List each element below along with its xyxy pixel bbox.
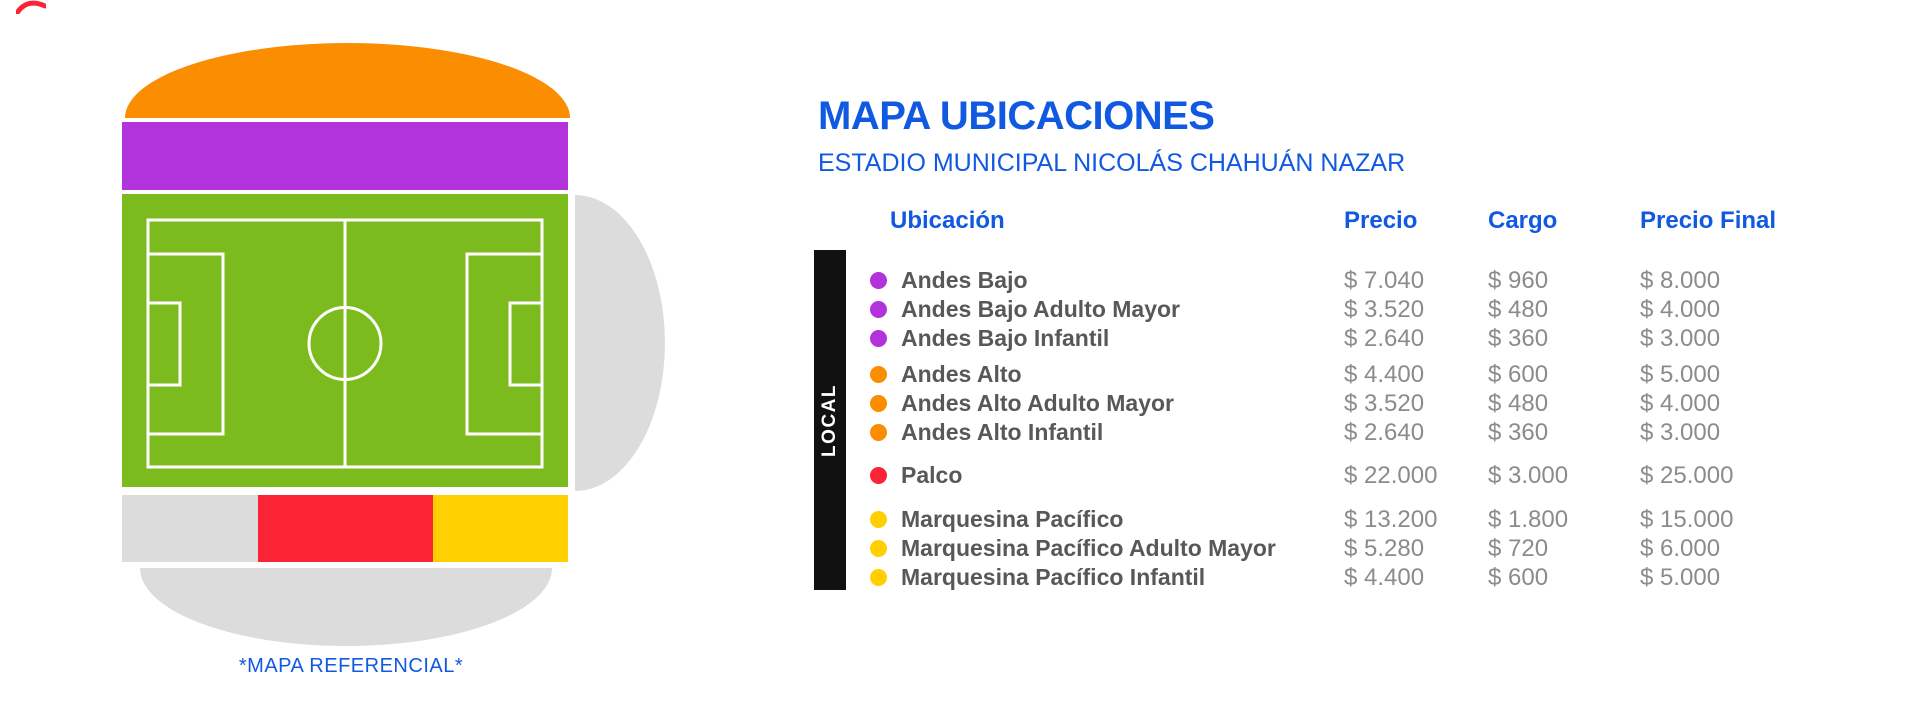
section-color-dot-icon (870, 540, 887, 557)
row-precio: $ 5.280 (1344, 534, 1425, 562)
row-precio-final: $ 15.000 (1640, 505, 1734, 533)
row-precio-final: $ 5.000 (1640, 360, 1721, 388)
row-precio: $ 3.520 (1344, 295, 1425, 323)
palco-section (258, 495, 433, 562)
page-subtitle: ESTADIO MUNICIPAL NICOLÁS CHAHUÁN NAZAR (818, 149, 1406, 177)
row-name-cell: Marquesina Pacífico Adulto Mayor (860, 535, 1344, 562)
row-cargo: $ 960 (1488, 266, 1549, 294)
row-location-label: Andes Alto Infantil (901, 419, 1104, 445)
row-cargo: $ 480 (1488, 389, 1549, 417)
section-color-dot-icon (870, 272, 887, 289)
section-color-dot-icon (870, 511, 887, 528)
price-table: Andes Bajo $ 7.040 $ 960 $ 8.000 Andes Bajo … (860, 266, 1860, 592)
local-side-bar-label: LOCAL (819, 383, 840, 457)
row-cargo: $ 480 (1488, 295, 1549, 323)
row-precio: $ 7.040 (1344, 266, 1425, 294)
column-header-ubicacion: Ubicación (890, 207, 1005, 234)
row-cargo: $ 360 (1488, 418, 1549, 446)
red-corner-mark (16, 0, 46, 14)
row-cargo: $ 360 (1488, 324, 1549, 352)
row-cargo: $ 3.000 (1488, 461, 1569, 489)
section-color-dot-icon (870, 366, 887, 383)
row-name-cell: Andes Bajo Infantil (860, 325, 1344, 352)
row-precio: $ 22.000 (1344, 461, 1438, 489)
row-location-label: Marquesina Pacífico (901, 506, 1124, 532)
table-row: Marquesina Pacífico Adulto Mayor $ 5.280 $… (860, 534, 1860, 563)
row-name-cell: Andes Bajo (860, 267, 1344, 294)
price-group: Palco $ 22.000 $ 3.000 $ 25.000 (860, 461, 1860, 490)
row-location-label: Andes Alto Adulto Mayor (901, 390, 1175, 416)
andes-bajo-section (122, 122, 568, 190)
row-precio-final: $ 25.000 (1640, 461, 1734, 489)
column-header-precio-final: Precio Final (1640, 207, 1777, 234)
row-precio: $ 4.400 (1344, 360, 1425, 388)
row-name-cell: Marquesina Pacífico (860, 506, 1344, 533)
row-location-label: Andes Alto (901, 361, 1022, 387)
price-group: Andes Bajo $ 7.040 $ 960 $ 8.000 Andes Bajo … (860, 266, 1860, 353)
row-cargo: $ 720 (1488, 534, 1549, 562)
price-group: Andes Alto $ 4.400 $ 600 $ 5.000 Andes Alto … (860, 360, 1860, 447)
row-location-label: Marquesina Pacífico Infantil (901, 564, 1206, 590)
map-caption: *MAPA REFERENCIAL* (238, 655, 464, 677)
table-header: Ubicación Precio Cargo Precio Final (860, 206, 1860, 236)
row-precio-final: $ 4.000 (1640, 389, 1721, 417)
side-stand-gray-section (575, 195, 665, 491)
column-header-cargo: Cargo (1488, 207, 1558, 234)
local-side-bar: LOCAL (814, 250, 846, 590)
row-precio: $ 13.200 (1344, 505, 1438, 533)
marquesina-section (433, 495, 568, 562)
row-cargo: $ 600 (1488, 360, 1549, 388)
row-precio-final: $ 8.000 (1640, 266, 1721, 294)
stadium-map: *MAPA REFERENCIAL* (110, 30, 680, 690)
column-header-precio: Precio (1344, 207, 1418, 234)
row-precio-final: $ 3.000 (1640, 324, 1721, 352)
row-location-label: Marquesina Pacífico Adulto Mayor (901, 535, 1276, 561)
table-row: Andes Bajo Infantil $ 2.640 $ 360 $ 3.000 (860, 324, 1860, 353)
table-row: Andes Alto Adulto Mayor $ 3.520 $ 480 $ 4.0… (860, 389, 1860, 418)
section-color-dot-icon (870, 569, 887, 586)
section-color-dot-icon (870, 395, 887, 412)
row-precio-final: $ 3.000 (1640, 418, 1721, 446)
row-name-cell: Andes Alto Infantil (860, 419, 1344, 446)
table-row: Palco $ 22.000 $ 3.000 $ 25.000 (860, 461, 1860, 490)
table-row: Marquesina Pacífico Infantil $ 4.400 $ 600… (860, 563, 1860, 592)
row-precio-final: $ 5.000 (1640, 563, 1721, 591)
row-precio: $ 2.640 (1344, 418, 1425, 446)
row-cargo: $ 600 (1488, 563, 1549, 591)
row-name-cell: Marquesina Pacífico Infantil (860, 564, 1344, 591)
table-row: Andes Bajo $ 7.040 $ 960 $ 8.000 (860, 266, 1860, 295)
row-name-cell: Palco (860, 462, 1344, 489)
bottom-arc-gray-section (140, 568, 552, 646)
row-location-label: Andes Bajo Adulto Mayor (901, 296, 1180, 322)
page-title: MAPA UBICACIONES (818, 94, 1215, 138)
pitch-markings (146, 218, 544, 469)
row-location-label: Andes Bajo (901, 267, 1028, 293)
lower-stand-gray-section (122, 495, 258, 562)
stadium-map-graphic (122, 43, 665, 646)
price-group: Marquesina Pacífico $ 13.200 $ 1.800 $ 15.0… (860, 505, 1860, 592)
row-precio: $ 3.520 (1344, 389, 1425, 417)
row-precio-final: $ 6.000 (1640, 534, 1721, 562)
table-row: Marquesina Pacífico $ 13.200 $ 1.800 $ 15.0… (860, 505, 1860, 534)
row-precio-final: $ 4.000 (1640, 295, 1721, 323)
section-color-dot-icon (870, 424, 887, 441)
row-precio: $ 4.400 (1344, 563, 1425, 591)
section-color-dot-icon (870, 301, 887, 318)
table-row: Andes Alto $ 4.400 $ 600 $ 5.000 (860, 360, 1860, 389)
table-row: Andes Bajo Adulto Mayor $ 3.520 $ 480 $ 4.0… (860, 295, 1860, 324)
row-name-cell: Andes Alto Adulto Mayor (860, 390, 1344, 417)
row-name-cell: Andes Alto (860, 361, 1344, 388)
row-precio: $ 2.640 (1344, 324, 1425, 352)
row-name-cell: Andes Bajo Adulto Mayor (860, 296, 1344, 323)
row-location-label: Palco (901, 462, 963, 488)
andes-alto-section (125, 43, 570, 118)
table-row: Andes Alto Infantil $ 2.640 $ 360 $ 3.000 (860, 418, 1860, 447)
row-cargo: $ 1.800 (1488, 505, 1569, 533)
row-location-label: Andes Bajo Infantil (901, 325, 1110, 351)
section-color-dot-icon (870, 330, 887, 347)
section-color-dot-icon (870, 467, 887, 484)
